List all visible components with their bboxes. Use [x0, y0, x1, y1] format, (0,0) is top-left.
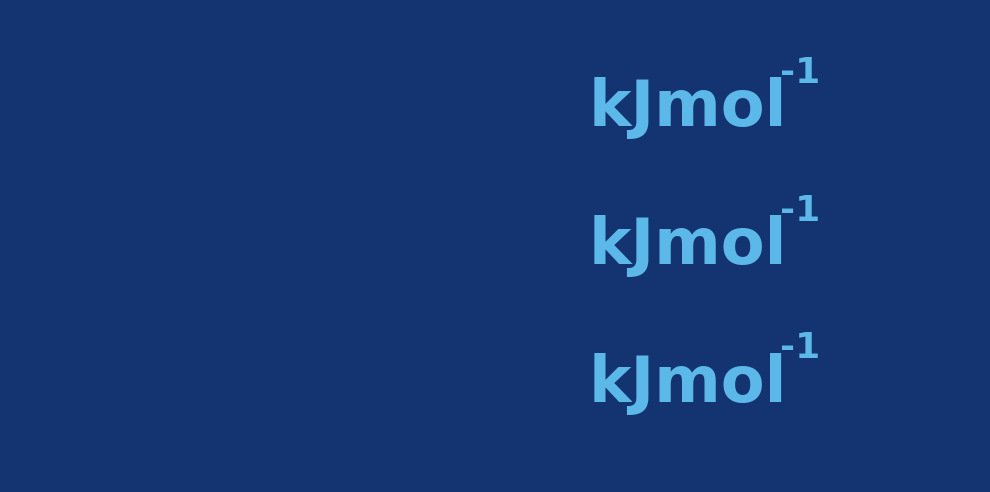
Text: -1: -1: [780, 56, 821, 90]
Text: kJmol: kJmol: [589, 353, 788, 415]
Text: kJmol: kJmol: [589, 215, 788, 277]
Text: -1: -1: [780, 193, 821, 228]
Text: -1: -1: [780, 331, 821, 366]
Text: kJmol: kJmol: [589, 77, 788, 139]
